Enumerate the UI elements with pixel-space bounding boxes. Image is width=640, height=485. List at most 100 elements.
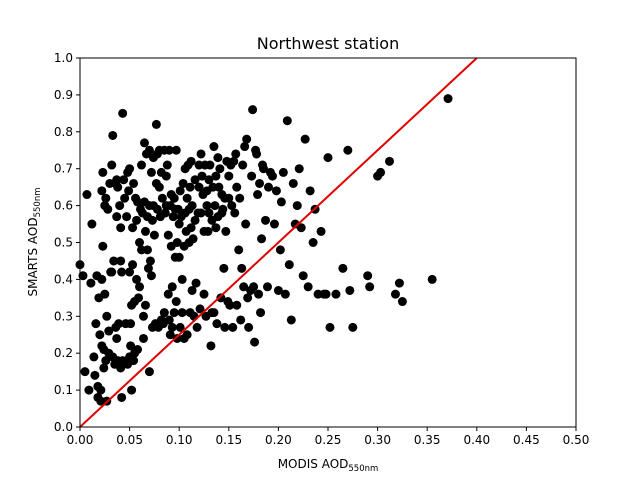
- data-point: [385, 156, 394, 166]
- data-point: [325, 322, 335, 332]
- data-point: [160, 208, 170, 218]
- data-point: [194, 182, 204, 192]
- y-tick-label: 0.1: [54, 383, 73, 397]
- data-point: [163, 230, 173, 240]
- y-axis-label-main: SMARTS AOD: [26, 217, 40, 296]
- data-point: [204, 208, 214, 218]
- data-point: [102, 311, 112, 321]
- data-point: [316, 226, 326, 236]
- data-point: [114, 319, 124, 329]
- data-point: [234, 245, 244, 255]
- data-point: [224, 171, 234, 181]
- data-point: [284, 260, 294, 270]
- data-point: [243, 293, 253, 303]
- data-point: [157, 193, 167, 203]
- x-tick-label: 0.05: [116, 433, 143, 447]
- data-point: [108, 130, 118, 140]
- data-point: [132, 274, 142, 284]
- x-tick-label: 0.50: [563, 433, 590, 447]
- data-point: [129, 178, 139, 188]
- data-point: [144, 367, 154, 377]
- data-point: [262, 282, 272, 292]
- x-tick-label: 0.25: [315, 433, 342, 447]
- data-point: [97, 274, 107, 284]
- data-point: [122, 212, 132, 222]
- data-point: [137, 160, 146, 170]
- data-point: [149, 230, 159, 240]
- data-point: [175, 186, 185, 196]
- data-point: [169, 308, 179, 318]
- x-tick-label: 0.00: [67, 433, 94, 447]
- data-point: [298, 271, 308, 281]
- y-tick-label: 0.5: [54, 236, 73, 250]
- data-point: [212, 319, 222, 329]
- data-point: [186, 156, 196, 166]
- x-axis-label-main: MODIS AOD: [278, 457, 349, 471]
- data-point: [394, 278, 404, 288]
- data-point: [101, 356, 111, 366]
- x-axis-ticks: 0.00 0.05 0.10 0.15 0.20 0.25 0.30 0.35 0.40 0.45…: [67, 427, 590, 447]
- data-point: [112, 333, 122, 343]
- data-point: [91, 319, 101, 329]
- data-point: [151, 119, 161, 129]
- data-point: [211, 171, 221, 181]
- data-point: [126, 341, 136, 351]
- plot-area: [80, 58, 576, 427]
- data-point: [116, 363, 126, 373]
- data-point: [195, 304, 205, 314]
- data-point: [171, 297, 181, 307]
- data-point: [228, 322, 238, 332]
- data-point: [126, 319, 136, 329]
- y-tick-label: 0.6: [54, 199, 73, 213]
- data-point: [112, 175, 122, 185]
- data-point: [443, 94, 453, 104]
- data-point: [146, 271, 156, 281]
- data-point: [390, 289, 400, 299]
- y-tick-label: 0.8: [54, 125, 73, 139]
- data-point: [196, 149, 206, 159]
- x-tick-label: 0.40: [463, 433, 490, 447]
- data-point: [140, 226, 150, 236]
- data-point: [145, 256, 155, 266]
- data-point: [169, 193, 179, 203]
- data-point: [237, 263, 247, 273]
- x-tick-label: 0.30: [364, 433, 391, 447]
- data-point: [397, 297, 407, 307]
- data-point: [107, 160, 117, 170]
- data-point: [343, 145, 353, 155]
- data-point: [87, 219, 97, 229]
- data-point: [252, 149, 262, 159]
- data-point: [230, 208, 240, 218]
- data-point: [147, 215, 157, 225]
- y-tick-label: 0.9: [54, 88, 73, 102]
- data-point: [204, 175, 214, 185]
- data-point: [97, 186, 107, 196]
- data-point: [103, 204, 113, 214]
- data-point: [276, 197, 286, 207]
- x-axis-label: MODIS AOD550nm: [278, 457, 379, 474]
- data-point: [116, 256, 126, 266]
- data-point: [269, 219, 279, 229]
- data-point: [202, 201, 212, 211]
- data-point: [167, 322, 177, 332]
- data-point: [250, 337, 260, 347]
- data-point: [209, 142, 219, 152]
- data-point: [129, 356, 139, 366]
- data-point: [218, 204, 228, 214]
- data-point: [135, 238, 145, 247]
- x-tick-label: 0.20: [265, 433, 292, 447]
- data-point: [275, 245, 285, 255]
- reference-line: [79, 57, 478, 428]
- data-point: [308, 238, 318, 247]
- data-point: [133, 197, 143, 207]
- data-point: [142, 245, 152, 255]
- data-point: [164, 315, 174, 325]
- y-tick-label: 0.7: [54, 162, 73, 176]
- data-point: [117, 267, 127, 277]
- data-point: [231, 149, 241, 159]
- data-point: [101, 193, 111, 203]
- data-point: [116, 223, 126, 233]
- data-point: [211, 223, 221, 233]
